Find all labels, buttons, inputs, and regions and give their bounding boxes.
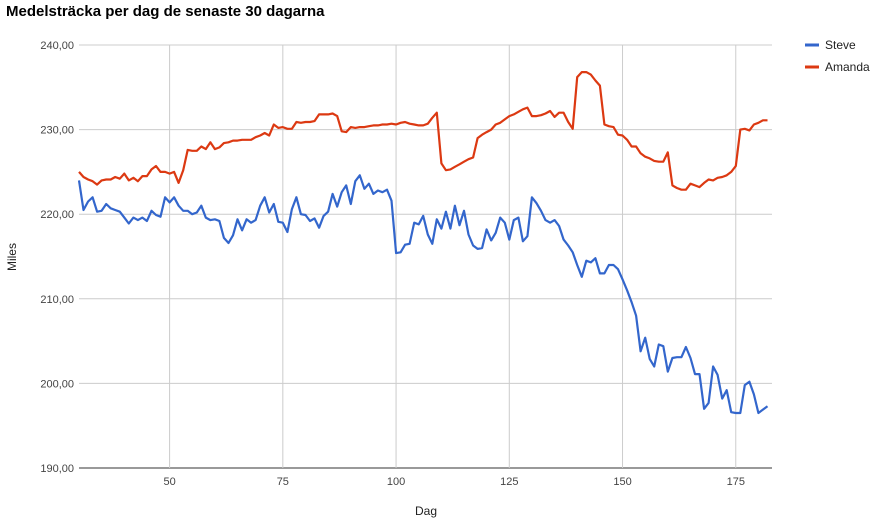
legend-label-amanda: Amanda: [825, 60, 870, 74]
legend: Steve Amanda: [805, 38, 870, 74]
series-lines: [77, 71, 769, 415]
x-axis-title: Dag: [415, 504, 437, 518]
y-axis-title: Miles: [5, 243, 19, 271]
x-tick-label: 50: [163, 476, 175, 488]
series-line-amanda: [78, 71, 768, 191]
x-tick-label: 100: [387, 476, 405, 488]
legend-label-steve: Steve: [825, 38, 856, 52]
y-tick-label: 230,00: [40, 125, 74, 137]
series-line-steve: [77, 174, 769, 415]
y-tick-label: 240,00: [40, 40, 74, 52]
x-tick-label: 75: [277, 476, 289, 488]
y-tick-label: 200,00: [40, 378, 74, 390]
axis-ticks: 190,00 200,00 210,00 220,00 230,00 240,00 50 75…: [40, 40, 745, 488]
chart-title: Medelsträcka per dag de senaste 30 dagar…: [6, 3, 325, 20]
x-tick-label: 175: [727, 476, 745, 488]
y-tick-label: 190,00: [40, 463, 74, 475]
y-tick-label: 210,00: [40, 294, 74, 306]
x-tick-label: 125: [500, 476, 518, 488]
grid: [79, 44, 772, 469]
x-tick-label: 150: [613, 476, 631, 488]
y-tick-label: 220,00: [40, 209, 74, 221]
